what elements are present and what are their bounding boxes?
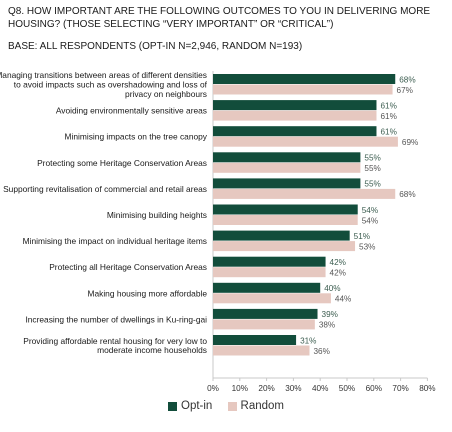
base-note: BASE: ALL RESPONDENTS (OPT-IN N=2,946, R… <box>8 41 303 52</box>
x-tick-label: 70% <box>392 384 408 393</box>
legend-label-opt-in: Opt-in <box>181 400 213 412</box>
legend-item-opt-in: Opt-in <box>168 400 212 412</box>
category-label: Protecting all Heritage Conservation Are… <box>49 262 207 272</box>
bar-random <box>213 293 331 304</box>
value-label-opt-in: 61% <box>380 101 396 110</box>
category-label-line: Avoiding environmentally sensitive areas <box>56 106 207 116</box>
category-label: Minimising building heights <box>107 210 207 220</box>
bar-random <box>213 345 310 356</box>
category-label-line: Protecting some Heritage Conservation Ar… <box>37 158 207 168</box>
value-label-opt-in: 39% <box>322 310 338 319</box>
x-tick-label: 40% <box>312 384 328 393</box>
legend-item-random: Random <box>227 400 284 412</box>
category-label-line: Providing affordable rental housing for … <box>23 336 207 346</box>
bar-random <box>213 162 361 173</box>
value-label-random: 44% <box>335 295 351 304</box>
bar-random <box>213 84 393 95</box>
bar-opt-in <box>213 152 361 163</box>
category-label-line: Minimising impacts on the tree canopy <box>65 132 208 142</box>
value-label-random: 42% <box>330 269 346 278</box>
bar-opt-in <box>213 178 361 189</box>
value-label-random: 61% <box>380 112 396 121</box>
bar-opt-in <box>213 204 358 215</box>
bar-opt-in <box>213 126 377 137</box>
category-label-line: moderate income households <box>97 345 207 355</box>
category-label: Avoiding environmentally sensitive areas <box>56 106 207 116</box>
category-label: Minimising the impact on individual heri… <box>23 236 207 246</box>
value-label-opt-in: 40% <box>324 284 340 293</box>
bar-opt-in <box>213 256 326 267</box>
bar-opt-in <box>213 335 297 345</box>
bar-opt-in <box>213 230 350 241</box>
value-label-random: 38% <box>319 321 335 330</box>
category-label-line: Protecting all Heritage Conservation Are… <box>49 262 207 272</box>
bar-random <box>213 319 315 330</box>
category-label: Protecting some Heritage Conservation Ar… <box>37 158 207 168</box>
value-label-random: 69% <box>402 138 418 147</box>
category-label-line: Minimising the impact on individual heri… <box>23 236 207 246</box>
value-label-opt-in: 31% <box>300 336 316 345</box>
x-tick-label: 50% <box>339 384 355 393</box>
value-label-random: 54% <box>362 216 378 225</box>
value-label-opt-in: 51% <box>354 232 370 241</box>
value-label-opt-in: 54% <box>362 206 378 215</box>
legend: Opt-in Random <box>0 400 452 414</box>
category-label-line: Increasing the number of dwellings in Ku… <box>25 314 207 324</box>
value-label-random: 67% <box>397 86 413 95</box>
bar-random <box>213 267 326 278</box>
x-tick-label: 30% <box>285 384 301 393</box>
x-tick-label: 60% <box>366 384 382 393</box>
legend-swatch-random <box>227 401 237 411</box>
legend-swatch-opt-in <box>168 401 177 411</box>
bar-chart: Managing transitions between areas of di… <box>0 70 436 393</box>
x-tick-label: 80% <box>419 384 435 393</box>
bar-random <box>213 188 396 199</box>
bar-random <box>213 110 377 121</box>
value-label-opt-in: 42% <box>330 258 346 267</box>
category-label-line: privacy on neighbours <box>125 89 207 99</box>
category-label: Increasing the number of dwellings in Ku… <box>25 314 207 324</box>
category-label: Providing affordable rental housing for … <box>23 336 207 355</box>
value-label-opt-in: 61% <box>380 128 396 137</box>
bar-opt-in <box>213 74 396 84</box>
bar-opt-in <box>213 308 318 319</box>
value-label-random: 36% <box>313 347 329 356</box>
category-label: Supporting revitalisation of commercial … <box>3 184 207 194</box>
x-tick-label: 10% <box>232 384 248 393</box>
bar-random <box>213 215 358 225</box>
category-label-line: Supporting revitalisation of commercial … <box>3 184 207 194</box>
value-label-opt-in: 68% <box>399 75 415 84</box>
x-tick-label: 20% <box>258 384 274 393</box>
category-label: Managing transitions between areas of di… <box>0 70 208 99</box>
bar-random <box>213 136 398 147</box>
category-label-line: Minimising building heights <box>107 210 207 220</box>
value-label-opt-in: 55% <box>364 180 380 189</box>
value-label-random: 55% <box>364 164 380 173</box>
category-label: Minimising impacts on the tree canopy <box>65 132 208 142</box>
category-label-line: Making housing more affordable <box>88 288 208 298</box>
bar-opt-in <box>213 282 321 293</box>
bar-opt-in <box>213 100 377 111</box>
bar-random <box>213 241 356 252</box>
category-label-line: to avoid impacts such as overshadowing a… <box>14 80 208 90</box>
question-title: Q8. HOW IMPORTANT ARE THE FOLLOWING OUTC… <box>8 6 431 30</box>
value-label-random: 53% <box>359 242 375 251</box>
category-label-line: Managing transitions between areas of di… <box>0 70 207 80</box>
legend-label-random: Random <box>240 400 284 412</box>
value-label-random: 68% <box>399 190 415 199</box>
x-tick-label: 0% <box>207 384 219 393</box>
value-label-opt-in: 55% <box>364 154 380 163</box>
category-label: Making housing more affordable <box>88 288 208 298</box>
